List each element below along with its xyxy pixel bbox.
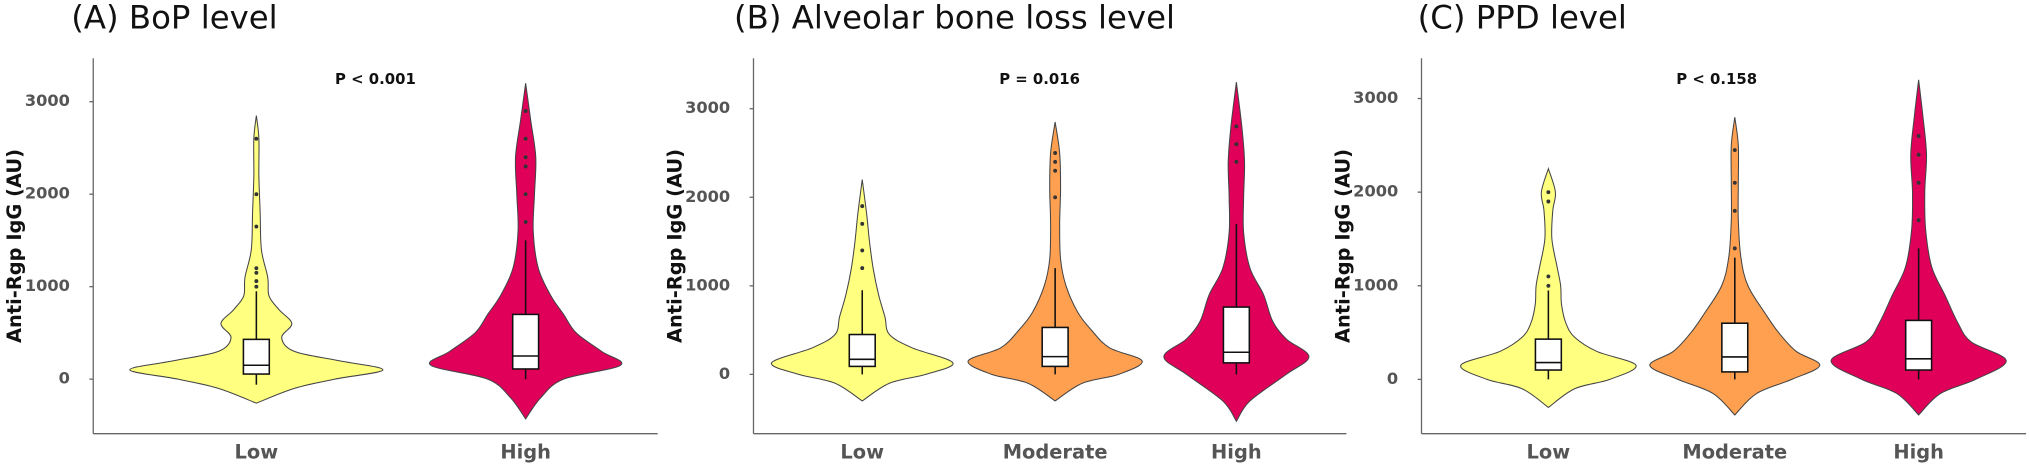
violin-group xyxy=(129,115,384,404)
outlier xyxy=(254,284,259,289)
x-tick-label: High xyxy=(1893,441,1944,464)
outlier xyxy=(1732,208,1737,213)
outlier xyxy=(1732,246,1737,251)
outlier xyxy=(254,266,259,271)
violin-group xyxy=(967,121,1143,402)
outlier xyxy=(254,192,259,197)
annotation: P < 0.158 xyxy=(1676,70,1757,88)
box xyxy=(242,338,271,375)
outlier xyxy=(1916,180,1921,185)
y-tick-label: 3000 xyxy=(685,98,730,117)
outlier xyxy=(1916,152,1921,157)
violin-group xyxy=(771,179,954,402)
outlier xyxy=(254,136,259,141)
outlier xyxy=(860,248,865,253)
violin-group xyxy=(1163,82,1310,423)
outlier xyxy=(523,136,528,141)
x-tick-label: Moderate xyxy=(1003,441,1108,464)
outlier xyxy=(1732,180,1737,185)
outlier xyxy=(254,224,259,229)
outlier xyxy=(1546,274,1551,279)
violin xyxy=(771,179,954,402)
outlier xyxy=(860,204,865,209)
chart-title: (C) PPD level xyxy=(1418,0,1627,36)
outlier xyxy=(1234,142,1239,147)
box xyxy=(848,333,876,368)
outlier xyxy=(1546,283,1551,288)
violin xyxy=(1460,166,1637,409)
outlier xyxy=(1916,134,1921,138)
outlier xyxy=(1053,195,1058,200)
box xyxy=(511,313,540,370)
y-tick-label: 1000 xyxy=(1353,275,1398,294)
y-tick-label: 0 xyxy=(719,364,730,383)
outlier xyxy=(1546,199,1551,204)
box xyxy=(1721,322,1749,373)
y-tick-label: 1000 xyxy=(685,275,730,294)
outlier xyxy=(1053,168,1058,173)
x-tick-label: Low xyxy=(1527,441,1571,464)
y-tick-label: 3000 xyxy=(1353,88,1398,107)
outlier xyxy=(1916,218,1921,223)
box xyxy=(1041,326,1069,368)
y-axis-label: Anti-Rgp IgG (AU) xyxy=(3,149,26,343)
annotation: P < 0.001 xyxy=(335,70,416,88)
outlier xyxy=(523,192,528,197)
box xyxy=(1534,338,1563,371)
x-tick-label: High xyxy=(1211,441,1262,464)
outlier xyxy=(860,266,865,271)
violin-group xyxy=(1649,117,1821,416)
outlier xyxy=(523,109,528,113)
outlier xyxy=(1053,151,1058,155)
box xyxy=(1222,306,1251,364)
outlier xyxy=(523,164,528,169)
violin-group xyxy=(428,83,623,420)
outlier xyxy=(1546,190,1551,195)
outlier xyxy=(523,155,528,160)
violin-group xyxy=(1830,79,2007,416)
y-tick-label: 2000 xyxy=(1353,182,1398,201)
y-tick-label: 2000 xyxy=(25,184,70,203)
chart-title: (B) Alveolar bone loss level xyxy=(734,0,1175,36)
y-tick-label: 2000 xyxy=(685,187,730,206)
outlier xyxy=(1234,159,1239,164)
annotation: P = 0.016 xyxy=(999,70,1080,88)
outlier xyxy=(523,219,528,224)
y-tick-label: 1000 xyxy=(25,276,70,295)
outlier xyxy=(860,221,865,226)
x-tick-label: Low xyxy=(840,441,884,464)
box xyxy=(1904,319,1933,371)
violin xyxy=(1830,79,2007,416)
x-tick-label: Moderate xyxy=(1682,441,1787,464)
outlier xyxy=(254,279,259,284)
outlier xyxy=(1732,148,1737,152)
y-tick-label: 0 xyxy=(59,369,70,388)
x-tick-label: Low xyxy=(235,441,279,464)
y-tick-label: 3000 xyxy=(25,91,70,110)
outlier xyxy=(1053,159,1058,164)
violin xyxy=(967,121,1143,402)
violin-group xyxy=(1460,166,1637,409)
y-axis-label: Anti-Rgp IgG (AU) xyxy=(663,149,686,343)
outlier xyxy=(254,270,259,275)
chart-title: (A) BoP level xyxy=(71,0,277,36)
y-tick-label: 0 xyxy=(1387,369,1398,388)
y-axis-label: Anti-Rgp IgG (AU) xyxy=(1331,149,1354,343)
x-tick-label: High xyxy=(500,441,551,464)
outlier xyxy=(1234,124,1239,129)
violin xyxy=(129,115,384,404)
